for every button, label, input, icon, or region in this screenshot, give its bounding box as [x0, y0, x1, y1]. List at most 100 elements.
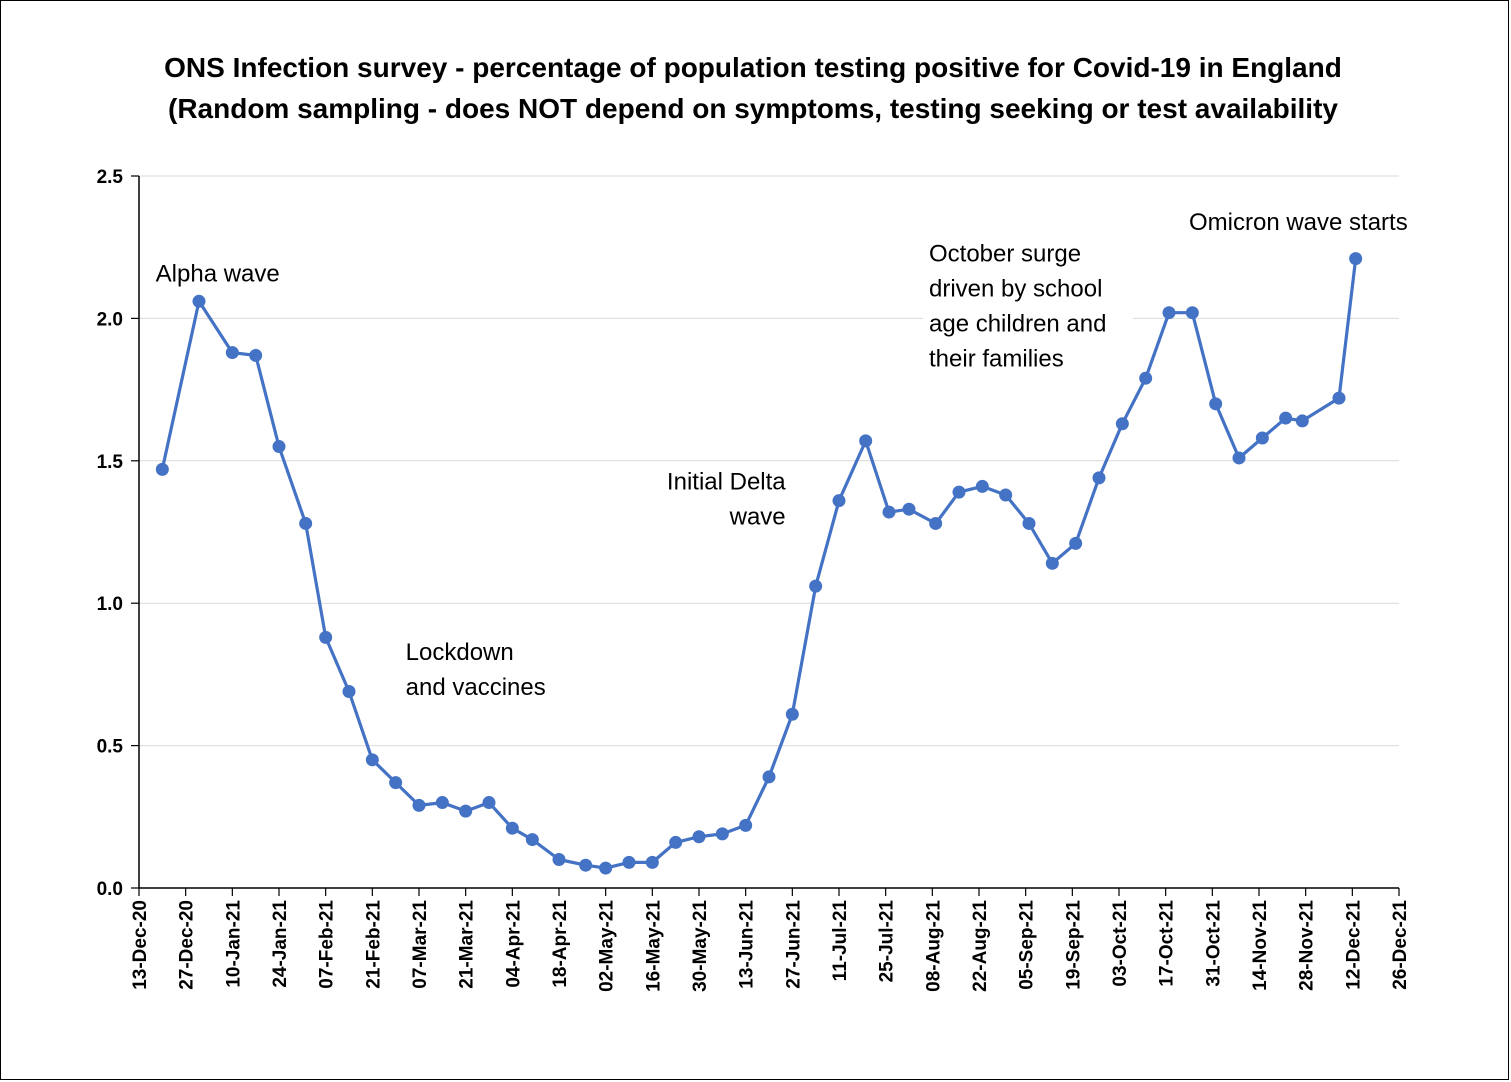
x-tick-label: 11-Jul-21 — [830, 900, 851, 982]
data-point — [975, 479, 989, 493]
data-point — [1185, 306, 1199, 320]
series-line — [160, 258, 1358, 870]
data-point — [715, 827, 729, 841]
data-point — [249, 348, 263, 362]
x-tick-label: 14-Nov-21 — [1250, 900, 1271, 991]
data-point — [952, 485, 966, 499]
data-point — [1045, 556, 1059, 570]
annotation-text: wave — [729, 503, 786, 530]
data-point — [225, 346, 239, 360]
data-point — [1232, 451, 1246, 465]
chart-title: ONS Infection survey - percentage of pop… — [164, 52, 1342, 124]
y-tick-label: 0.0 — [97, 879, 123, 900]
x-tick-label: 04-Apr-21 — [503, 900, 524, 988]
data-point — [692, 830, 706, 844]
y-tick-label: 1.0 — [97, 594, 123, 615]
annotation-omicron: Omicron wave starts — [1189, 209, 1408, 236]
x-tick-label: 13-Dec-20 — [130, 900, 151, 990]
data-point — [785, 707, 799, 721]
y-tick-label: 0.5 — [97, 737, 124, 758]
annotation-lockdown: Lockdown and vaccines — [399, 632, 560, 713]
data-point — [859, 434, 873, 448]
annotation-text: age children and — [929, 310, 1106, 337]
data-point — [1092, 471, 1106, 485]
data-point — [622, 855, 636, 869]
annotation-background — [640, 461, 791, 542]
annotation-alpha: Alpha wave — [156, 260, 280, 287]
data-point — [929, 516, 943, 530]
x-tick-label: 21-Mar-21 — [457, 900, 478, 989]
data-point — [1279, 411, 1293, 425]
data-point — [1209, 397, 1223, 411]
x-tick-label: 27-Jun-21 — [783, 900, 804, 989]
data-point — [389, 776, 403, 790]
data-point — [1022, 516, 1036, 530]
x-tick-label: 22-Aug-21 — [970, 900, 991, 992]
data-series — [155, 252, 1363, 875]
chart-title-line-1: ONS Infection survey - percentage of pop… — [164, 52, 1342, 83]
data-point — [435, 796, 449, 810]
annotation-october: October surge driven by school age childre… — [923, 233, 1133, 384]
data-point — [669, 835, 683, 849]
x-tick-label: 05-Sep-21 — [1017, 900, 1038, 990]
x-tick-label: 03-Oct-21 — [1110, 900, 1131, 987]
y-tick-label: 2.5 — [97, 167, 124, 188]
y-tick-label: 1.5 — [97, 452, 124, 473]
x-tick-label: 31-Oct-21 — [1203, 900, 1224, 987]
annotation-text: October surge — [929, 240, 1081, 267]
data-point — [882, 505, 896, 519]
annotation-text: Initial Delta — [667, 468, 786, 495]
data-point — [1255, 431, 1269, 445]
data-point — [739, 818, 753, 832]
x-tick-label: 24-Jan-21 — [270, 900, 291, 988]
data-point — [459, 804, 473, 818]
data-point — [482, 796, 496, 810]
data-point — [579, 858, 593, 872]
chart-title-line-2: (Random sampling - does NOT depend on sy… — [168, 93, 1338, 124]
data-point — [365, 753, 379, 767]
x-tick-label: 12-Dec-21 — [1343, 900, 1364, 990]
data-point — [1162, 306, 1176, 320]
x-tick-label: 19-Sep-21 — [1063, 900, 1084, 990]
x-tick-label: 17-Oct-21 — [1157, 900, 1178, 987]
annotation-text: their families — [929, 345, 1064, 372]
annotation-text: Omicron wave starts — [1189, 209, 1408, 236]
data-point — [645, 855, 659, 869]
data-point — [599, 861, 613, 875]
x-tick-label: 25-Jul-21 — [877, 900, 898, 983]
x-tick-label: 16-May-21 — [643, 900, 664, 992]
data-point — [412, 798, 426, 812]
x-tick-label: 26-Dec-21 — [1390, 900, 1411, 990]
data-point — [505, 821, 519, 835]
y-axis-tick-labels: 0.0 0.5 1.0 1.5 2.0 2.5 — [97, 167, 124, 900]
data-point — [832, 494, 846, 508]
data-point — [319, 630, 333, 644]
x-tick-label: 28-Nov-21 — [1297, 900, 1318, 991]
x-tick-label: 21-Feb-21 — [363, 900, 384, 989]
x-tick-label: 02-May-21 — [597, 900, 618, 992]
data-point — [1349, 252, 1363, 266]
y-tick-label: 2.0 — [97, 309, 123, 330]
data-point — [1295, 414, 1309, 428]
x-tick-label: 07-Feb-21 — [317, 900, 338, 989]
data-point — [552, 853, 566, 867]
x-tick-label: 07-Mar-21 — [410, 900, 431, 989]
data-point — [809, 579, 823, 593]
x-tick-label: 27-Dec-20 — [177, 900, 198, 990]
data-point — [1139, 371, 1153, 385]
annotation-background — [399, 632, 560, 713]
data-point — [342, 684, 356, 698]
x-axis-tick-labels: 13-Dec-20 27-Dec-20 10-Jan-21 24-Jan-21 07-F… — [130, 900, 1411, 992]
data-point — [902, 502, 916, 516]
annotation-delta: Initial Delta wave — [640, 461, 791, 542]
annotation-background — [923, 233, 1133, 384]
data-point — [299, 516, 313, 530]
x-tick-label: 10-Jan-21 — [223, 900, 244, 988]
annotation-text: driven by school — [929, 275, 1102, 302]
annotation-text: and vaccines — [406, 674, 546, 701]
gridlines — [139, 175, 1399, 747]
data-point — [1332, 391, 1346, 405]
data-point — [192, 294, 206, 308]
